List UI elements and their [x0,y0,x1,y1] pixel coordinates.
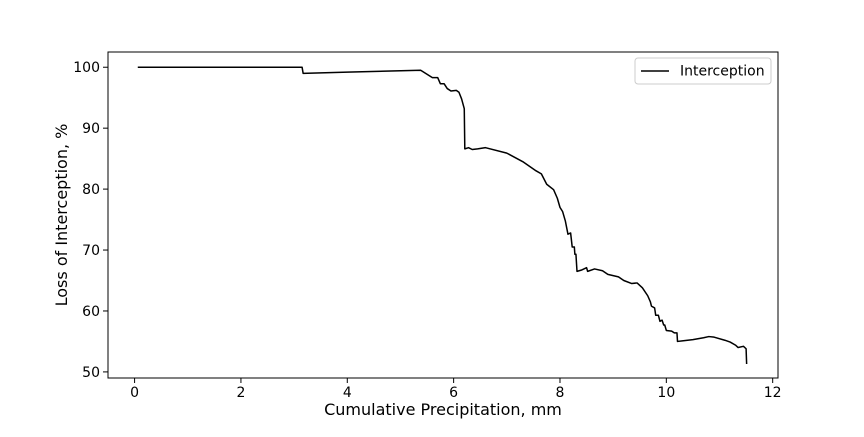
legend-frame [634,57,772,85]
plot-frame [107,51,779,379]
x-tick-label: 6 [449,385,458,401]
y-tick-label: 80 [82,182,100,198]
x-axis-title: Cumulative Precipitation, mm [324,400,562,419]
x-tick-label: 4 [343,385,352,401]
y-axis-title: Loss of Interception, % [52,124,71,307]
x-tick-label: 12 [764,385,782,401]
x-tick-label: 8 [556,385,565,401]
x-tick-label: 0 [130,385,139,401]
series-line-interception [137,66,748,365]
ticks-layer: 0 2 4 6 8 10 12 50 60 70 80 90 100 [73,60,781,401]
x-tick-label: 10 [657,385,675,401]
x-tick-label: 2 [236,385,245,401]
y-tick-label: 50 [82,365,100,381]
y-tick-label: 90 [82,121,100,137]
y-tick-label: 70 [82,243,100,259]
legend: Interception [634,57,772,85]
y-tick-label: 100 [73,60,100,76]
y-tick-label: 60 [82,304,100,320]
legend-label-interception: Interception [680,64,765,80]
series-layer [137,66,748,365]
